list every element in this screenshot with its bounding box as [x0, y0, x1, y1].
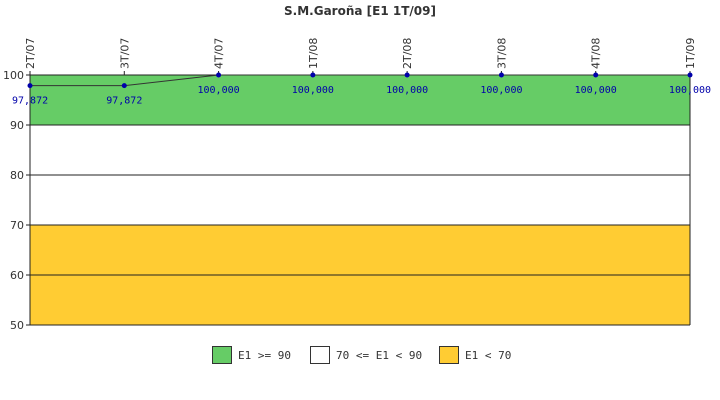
chart-canvas: S.M.Garoña [E1 1T/09] 50 60 70 80 90 100 2T/0… — [3, 4, 711, 332]
series-layer: 97,872 97,872 100,000 100,000 100,000 100,000… — [12, 72, 711, 107]
y-tick-label-2: 70 — [10, 219, 24, 232]
y-tick-label-0: 50 — [10, 319, 24, 332]
y-axis: 50 60 70 80 90 100 — [3, 69, 30, 332]
x-tick-label-1: 3T/07 — [118, 38, 131, 69]
data-point-2 — [216, 72, 222, 78]
x-tick-label-3: 1T/08 — [307, 38, 320, 69]
data-point-5 — [498, 72, 504, 78]
y-tick-label-4: 90 — [10, 119, 24, 132]
legend-swatch-low — [439, 346, 459, 364]
data-point-1 — [121, 83, 127, 89]
data-label-5: 100,000 — [480, 85, 522, 96]
legend-swatch-high — [212, 346, 232, 364]
data-label-7: 100,000 — [669, 85, 711, 96]
data-label-0: 97,872 — [12, 96, 48, 107]
x-axis: 2T/07 3T/07 4T/07 1T/08 2T/08 3T/08 4T/08 1T/09 — [24, 38, 697, 75]
legend-item-low: E1 < 70 — [439, 344, 511, 366]
data-label-4: 100,000 — [386, 85, 428, 96]
legend-item-mid: 70 <= E1 < 90 — [310, 344, 422, 366]
data-point-6 — [593, 72, 599, 78]
legend: E1 >= 90 70 <= E1 < 90 E1 < 70 — [0, 344, 720, 368]
y-tick-label-1: 60 — [10, 269, 24, 282]
x-tick-label-5: 3T/08 — [495, 38, 508, 69]
data-point-3 — [310, 72, 316, 78]
x-tick-label-7: 1T/09 — [684, 38, 697, 69]
data-label-2: 100,000 — [197, 85, 239, 96]
y-tick-label-5: 100 — [3, 69, 24, 82]
data-label-1: 97,872 — [106, 96, 142, 107]
band-0 — [30, 75, 690, 125]
x-tick-label-6: 4T/08 — [590, 38, 603, 69]
chart-title: S.M.Garoña [E1 1T/09] — [284, 4, 436, 18]
data-point-7 — [687, 72, 693, 78]
x-tick-label-4: 2T/08 — [401, 38, 414, 69]
band-layer — [30, 75, 690, 325]
x-tick-label-0: 2T/07 — [24, 38, 37, 69]
legend-item-high: E1 >= 90 — [212, 344, 291, 366]
legend-label-high: E1 >= 90 — [238, 348, 291, 362]
legend-swatch-mid — [310, 346, 330, 364]
series-line — [30, 74, 690, 87]
data-point-0 — [27, 83, 33, 89]
data-label-3: 100,000 — [292, 85, 334, 96]
grid-layer — [29, 74, 691, 326]
data-label-6: 100,000 — [575, 85, 617, 96]
data-point-4 — [404, 72, 410, 78]
legend-label-low: E1 < 70 — [465, 348, 512, 362]
legend-label-mid: 70 <= E1 < 90 — [336, 348, 423, 362]
y-tick-label-3: 80 — [10, 169, 24, 182]
x-tick-label-2: 4T/07 — [213, 38, 226, 69]
